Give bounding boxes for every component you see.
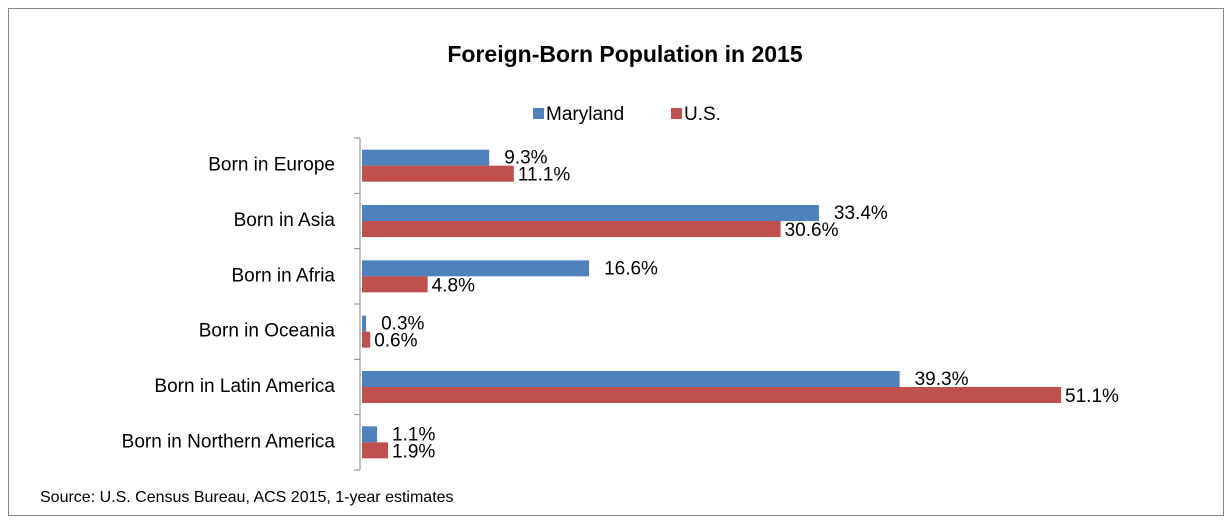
data-label: 4.8% <box>432 275 475 296</box>
category-label: Born in Latin America <box>154 376 335 397</box>
bar <box>362 315 367 332</box>
category-label: Born in Afria <box>232 265 336 286</box>
bar <box>362 276 428 293</box>
data-label: 51.1% <box>1065 386 1119 407</box>
category-label: Born in Northern America <box>122 431 336 452</box>
data-label: 39.3% <box>915 369 969 390</box>
category-label: Born in Asia <box>234 210 336 231</box>
bar <box>362 221 781 237</box>
legend-swatch <box>533 108 544 119</box>
bar <box>362 426 378 443</box>
data-label: 0.6% <box>374 331 417 352</box>
legend-label: Maryland <box>546 104 624 125</box>
data-label: 11.1% <box>518 165 571 186</box>
data-label: 1.9% <box>392 441 435 462</box>
legend-label: U.S. <box>684 104 721 125</box>
data-label: 30.6% <box>785 220 839 241</box>
data-label: 9.3% <box>504 148 547 169</box>
bar <box>362 260 590 277</box>
bar <box>362 165 514 182</box>
bar <box>362 149 490 166</box>
category-label: Born in Europe <box>208 155 335 176</box>
chart-border <box>8 8 1224 516</box>
chart-title: Foreign-Born Population in 2015 <box>447 41 802 67</box>
bar <box>362 205 819 221</box>
data-label: 33.4% <box>834 203 888 224</box>
bar <box>362 442 388 459</box>
bar <box>362 387 1062 403</box>
data-label: 16.6% <box>604 258 658 279</box>
legend-swatch <box>671 108 682 119</box>
category-label: Born in Oceania <box>199 321 336 342</box>
data-label: 1.1% <box>392 424 435 445</box>
bar <box>362 331 371 348</box>
bar <box>362 371 900 387</box>
data-label: 0.3% <box>381 314 424 335</box>
source-note: Source: U.S. Census Bureau, ACS 2015, 1-… <box>40 489 454 506</box>
